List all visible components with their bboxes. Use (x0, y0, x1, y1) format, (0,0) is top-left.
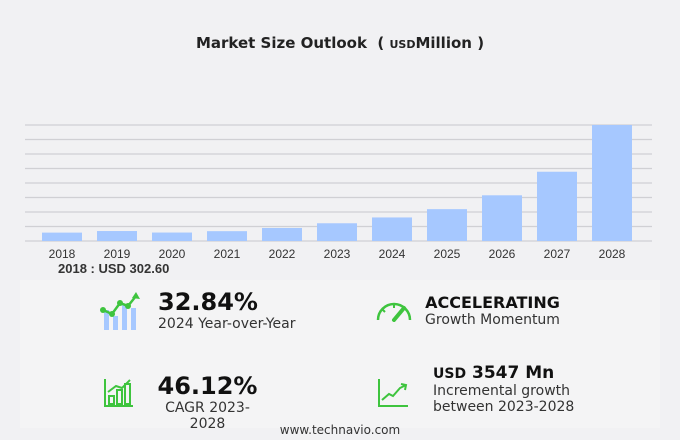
bar-2020 (152, 232, 192, 241)
trend-line-icon (378, 379, 408, 407)
bar-2019 (97, 231, 137, 241)
x-tick-label: 2024 (379, 247, 406, 261)
x-tick-label: 2021 (214, 247, 241, 261)
bar-2027 (537, 171, 577, 241)
bar-2024 (372, 217, 412, 241)
yoy-value: 32.84% (158, 288, 258, 316)
incremental-label-1: Incremental growth (433, 383, 571, 399)
speedometer-icon (376, 302, 412, 322)
x-tick-label: 2028 (599, 247, 626, 261)
x-tick-label: 2025 (434, 247, 461, 261)
incremental-value: 3547 Mn (472, 363, 555, 383)
chart-title: Market Size Outlook ( USDMillion ) (0, 34, 680, 52)
bar-chart: 2018 2019 2020 2021 2022 2023 2024 2025 2026 2027… (25, 124, 652, 261)
title-paren: ( (377, 34, 385, 52)
footer-url[interactable]: www.technavio.com (279, 423, 401, 437)
momentum-label: Growth Momentum (425, 312, 560, 328)
bar-2026 (482, 195, 522, 241)
bar-2023 (317, 223, 357, 241)
incremental-label-2: between 2023-2028 (433, 399, 575, 415)
x-tick-label: 2020 (159, 247, 186, 261)
x-tick-label: 2022 (269, 247, 296, 261)
yoy-label: 2024 Year-over-Year (158, 316, 296, 332)
bar-chart-icon (104, 379, 133, 407)
x-tick-label: 2019 (104, 247, 131, 261)
bar-2021 (207, 231, 247, 241)
x-tick-label: 2026 (489, 247, 516, 261)
title-paren: ) (477, 34, 485, 52)
bar-line-growth-icon (100, 292, 140, 330)
bar-2022 (262, 227, 302, 241)
title-unit: USD (389, 38, 416, 51)
title-main: Market Size Outlook (195, 34, 367, 52)
bar-2025 (427, 209, 467, 241)
incremental-unit: USD (433, 366, 467, 382)
x-tick-label: 2027 (544, 247, 571, 261)
cagr-value: 46.12% (157, 372, 258, 400)
momentum-value: ACCELERATING (425, 293, 560, 312)
bar-2028 (592, 125, 632, 241)
cagr-label: CAGR 2023-2028 (165, 400, 250, 432)
first-value-label: 2018 : USD 302.60 (58, 261, 170, 276)
bar-2018 (42, 232, 82, 241)
x-tick-label: 2018 (49, 247, 76, 261)
title-label: Million (415, 34, 472, 52)
x-tick-label: 2023 (324, 247, 351, 261)
